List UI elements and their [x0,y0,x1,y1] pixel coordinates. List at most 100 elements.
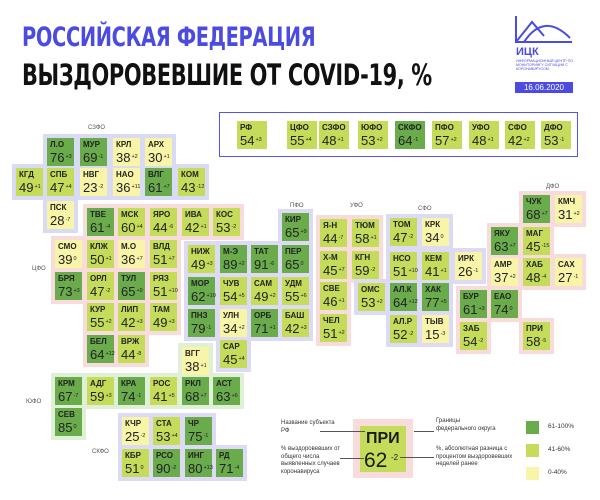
region-delta: +4 [305,137,312,143]
region-delta: -8 [136,351,142,357]
region-tile-алк: АЛ.К 64+12 [390,283,418,311]
region-code: СПБ [50,170,68,179]
summary-tile-дфо: ДФО 53-1 [541,121,571,149]
summary-tile-сзфо: СЗФО 48+1 [319,121,349,149]
district-label: СЗФО [88,125,106,131]
region-delta: +4 [238,356,245,362]
region-delta: +7 [163,184,170,190]
region-tile-пер: ПЕР 650 [282,245,309,273]
region-value: 47 [393,230,408,245]
region-value: 74 [494,302,509,317]
legend-swatch-high [526,421,539,434]
legend-example-code: ПРИ [366,430,400,447]
region-delta: +4 [65,184,72,190]
legend-swatch-medium [526,444,539,457]
region-value: 51 [153,284,168,299]
region-code: НИЖ [191,247,210,256]
region-code: НСО [393,254,411,263]
region-delta: +2 [131,154,138,160]
region-delta: +3 [105,393,112,399]
region-code: КБР [125,451,141,460]
region-tile-мэ: М-Э 89+2 [220,245,247,273]
region-tile-ком: КОМ 43-12 [178,168,205,196]
legend-range-high: 61-100% [548,423,575,430]
region-delta: -6 [269,261,275,267]
region-code: ИВА [185,210,202,219]
region-tile-крм: КРМ 67-7 [55,377,82,405]
region-tile-заб: ЗАБ 54-2 [460,322,487,350]
region-code: ПНЗ [191,311,208,320]
region-value: 54 [223,289,238,304]
region-value: 47 [50,180,65,195]
region-value: 55 [285,289,300,304]
region-code: КИР [285,215,301,224]
region-delta: -2 [171,465,177,471]
region-code: ТУЛ [121,274,137,283]
region-delta: +1 [370,235,377,241]
region-code: АЛ.К [393,285,412,294]
region-delta: +5 [440,299,447,305]
region-value: 49 [191,257,206,272]
region-tile-све: СВЕ 46+1 [320,282,347,310]
region-code: МАГ [526,229,543,238]
region-tile-амр: АМР 37+2 [491,258,518,286]
region-delta: -2 [408,331,414,337]
region-delta: -2 [478,338,484,344]
region-code: ЗАБ [463,324,480,333]
region-delta: -6 [168,224,174,230]
region-value: 53 [544,133,559,148]
region-delta: +3 [206,261,213,267]
region-delta: -2 [98,184,104,190]
region-tile-нвг: НВГ 23-2 [80,168,107,196]
region-code: МУР [83,140,100,149]
region-delta: +1 [200,363,207,369]
region-code: ТАМ [153,305,170,314]
region-code: ПФО [435,123,454,132]
region-code: ЧУК [526,197,542,206]
region-tile-мск: МСК 60+4 [118,208,145,236]
region-delta: +2 [238,325,245,331]
region-tile-пнз: ПНЗ 79-1 [188,309,215,337]
region-code: ЯКУ [494,229,510,238]
region-tile-кос: КОС 53-2 [213,208,240,236]
region-code: ВЛД [153,242,170,251]
region-value: 44 [121,347,136,362]
region-delta: +1 [200,224,207,230]
region-delta: -2 [140,433,146,439]
region-code: ВГГ [185,349,200,358]
region-value: 34 [223,321,238,336]
region-tile-нсо: НСО 51+10 [390,252,418,280]
summary-tile-рф: РФ 54+3 [237,121,267,149]
region-tile-пск: ПСК 28-7 [47,201,74,229]
region-tile-лип: ЛИП 42+3 [118,303,145,331]
region-tile-инг: ИНГ 80+13 [185,449,213,477]
region-value: 57 [435,133,450,148]
region-value: 62 [191,289,206,304]
region-code: СМО [58,242,77,251]
legend-note-percent: % выздоровевших от общего числа выявленн… [281,446,341,475]
region-tile-хак: ХАК 77+5 [422,283,449,311]
region-delta: -7 [338,235,344,241]
region-delta: +13 [203,465,213,471]
region-code: СФО [508,123,527,132]
region-delta: +1 [269,325,276,331]
legend-pointer [320,431,365,432]
region-tile-ива: ИВА 42+1 [182,208,209,236]
region-tile-крк: КРК 340 [422,218,449,246]
region-delta: +11 [131,184,141,190]
region-code: СКФО [398,123,422,132]
region-value: 58 [355,231,370,246]
legend-example-value: 62 [364,449,388,472]
region-tile-улн: УЛН 34+2 [220,309,247,337]
region-delta: +12 [408,299,418,305]
region-code: КОС [216,210,233,219]
region-value: 51 [153,252,168,267]
region-delta: +3 [65,154,72,160]
region-code: ЮФО [361,123,383,132]
region-delta: +5 [168,393,175,399]
region-delta: +10 [168,288,178,294]
region-tile-алр: АЛ.Р 52-2 [390,315,417,343]
region-delta: +4 [136,224,143,230]
region-code: Я-Н [323,221,338,230]
region-tile-бел: БЕЛ 64+12 [87,335,115,363]
